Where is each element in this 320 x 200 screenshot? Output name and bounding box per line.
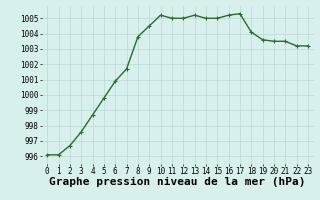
X-axis label: Graphe pression niveau de la mer (hPa): Graphe pression niveau de la mer (hPa): [49, 177, 306, 187]
